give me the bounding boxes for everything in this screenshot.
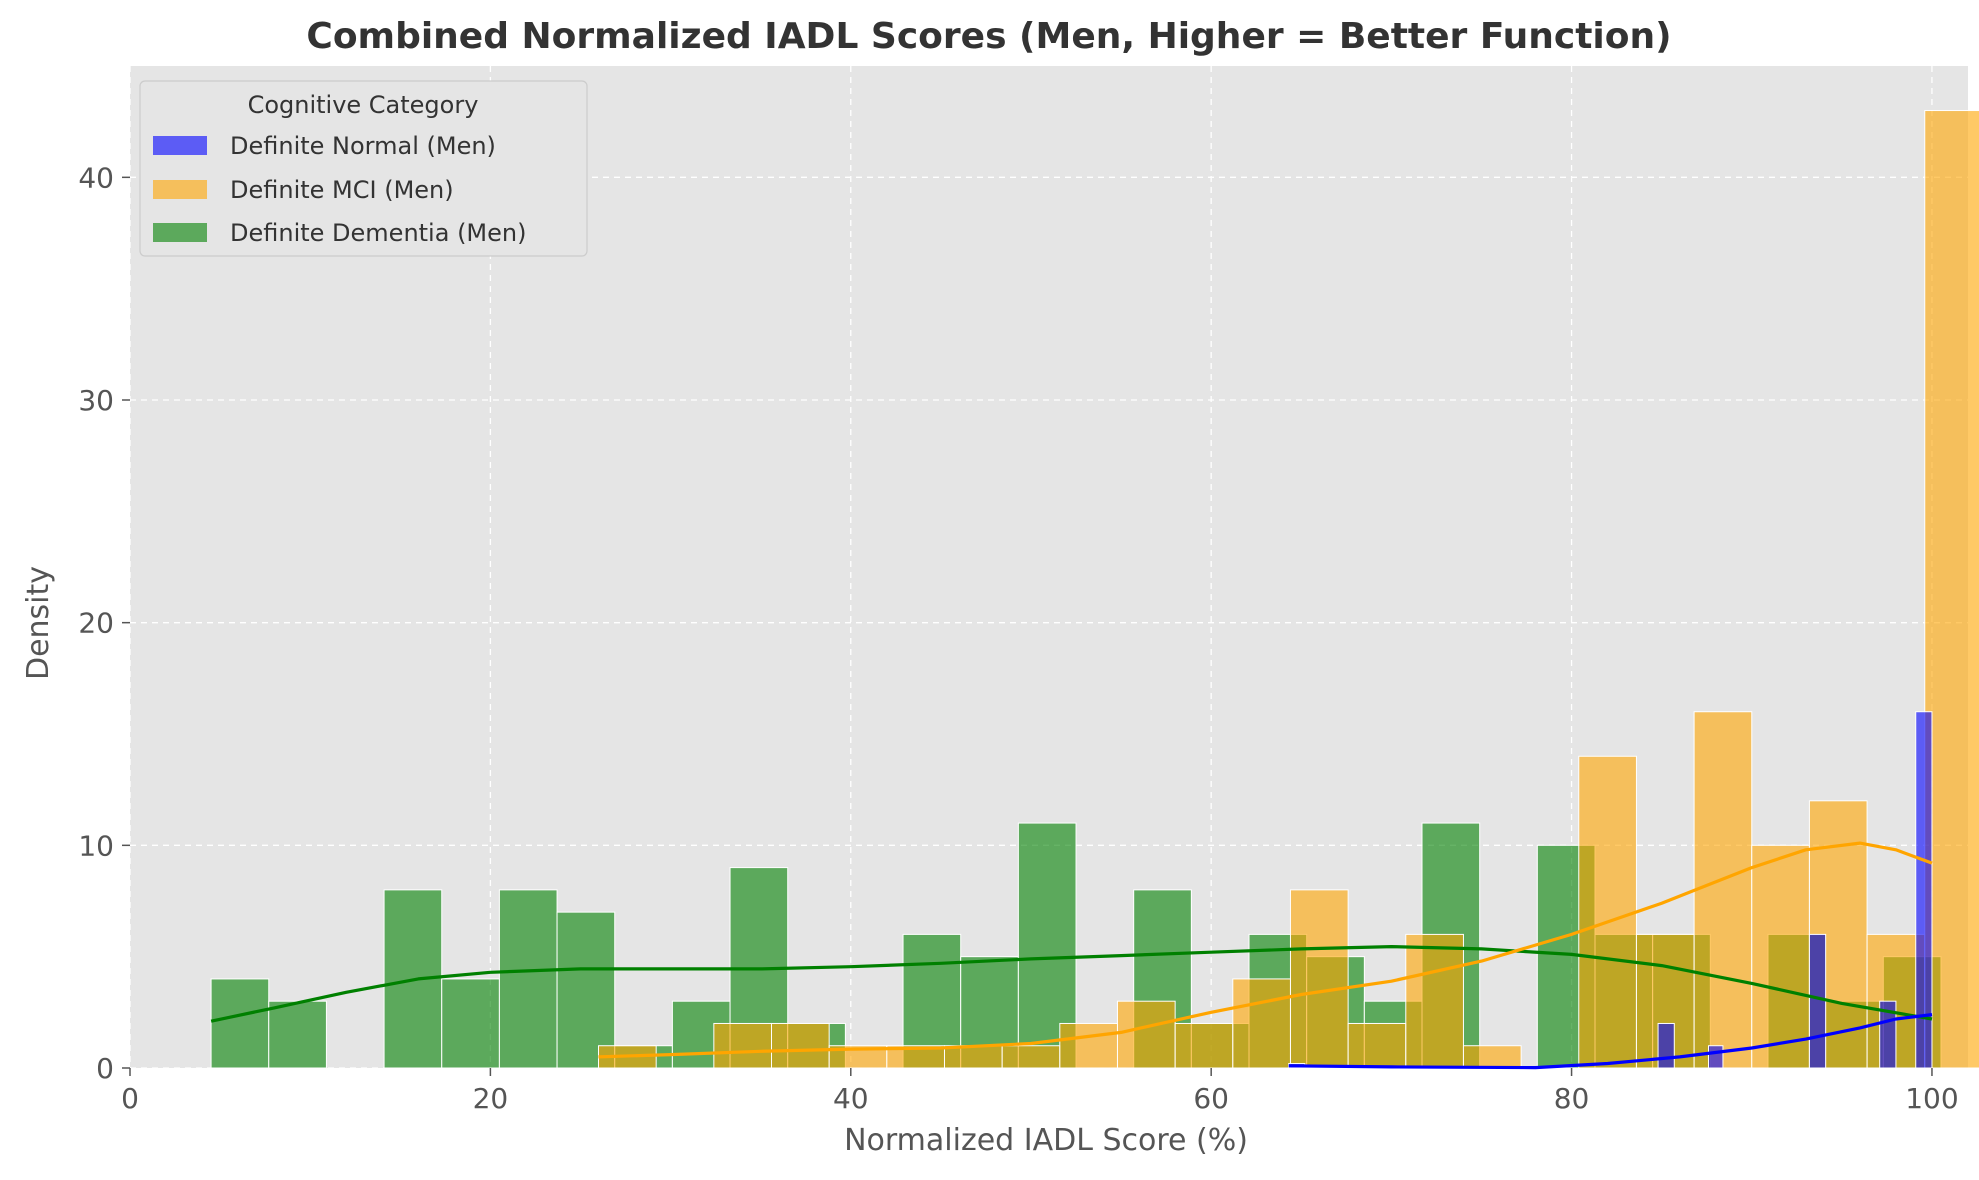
y-tick-label: 20 xyxy=(78,607,114,640)
bar-dementia xyxy=(441,978,500,1069)
bar-mci xyxy=(1232,978,1291,1069)
legend-label-dementia: Definite Dementia (Men) xyxy=(230,219,526,247)
y-tick-label: 10 xyxy=(78,829,114,862)
bar-dementia xyxy=(556,911,616,1069)
x-tick-label: 100 xyxy=(1905,1082,1958,1115)
y-axis-label: Density xyxy=(21,566,56,680)
axis-ticks: 0 20 40 60 80 100 0 10 20 30 40 xyxy=(78,161,1958,1115)
bar-mci xyxy=(1174,1022,1234,1069)
legend-box xyxy=(139,80,588,257)
x-tick-label: 40 xyxy=(833,1082,869,1115)
bar-normal xyxy=(1708,1045,1724,1069)
bar-normal xyxy=(1879,1000,1897,1069)
x-tick-label: 80 xyxy=(1554,1082,1590,1115)
bar-dementia xyxy=(210,978,270,1069)
bar-mci xyxy=(770,1022,830,1069)
bar-mci xyxy=(1405,933,1464,1069)
legend-swatch-mci xyxy=(153,180,207,199)
bar-normal xyxy=(1808,933,1827,1069)
kde-curves xyxy=(210,841,1933,1070)
legend-label-normal: Definite Normal (Men) xyxy=(230,132,496,160)
kde-line-mci xyxy=(598,841,1933,1059)
bar-mci xyxy=(1693,711,1753,1069)
bar-mci xyxy=(1001,1045,1061,1069)
bar-mci xyxy=(1289,889,1349,1069)
bar-normal xyxy=(1657,1022,1675,1069)
bar-dementia xyxy=(498,889,558,1069)
kde-line-normal xyxy=(1288,1013,1933,1070)
legend-swatch-normal xyxy=(153,136,207,155)
y-tick-label: 40 xyxy=(78,161,114,194)
legend-swatch-dementia xyxy=(153,223,207,242)
bar-mci xyxy=(1116,1000,1176,1069)
x-tick-label: 20 xyxy=(473,1082,509,1115)
gridlines xyxy=(129,66,1968,1069)
bar-mci xyxy=(1578,755,1637,1069)
kde-line-dementia xyxy=(210,945,1933,1023)
bar-mci xyxy=(1751,844,1810,1069)
bar-mci xyxy=(713,1022,772,1069)
y-tick-label: 30 xyxy=(78,384,114,417)
bar-mci xyxy=(1924,110,1979,1069)
y-tick-label: 0 xyxy=(96,1052,114,1085)
bar-mci xyxy=(943,1045,1003,1069)
legend-label-mci: Definite MCI (Men) xyxy=(230,176,454,204)
x-axis-label: Normalized IADL Score (%) xyxy=(844,1123,1248,1158)
x-tick-label: 0 xyxy=(121,1082,139,1115)
x-tick-label: 60 xyxy=(1193,1082,1229,1115)
bar-dementia xyxy=(268,1000,327,1069)
legend-title: Cognitive Category xyxy=(248,91,479,119)
bar-normal xyxy=(1915,711,1933,1069)
bar-mci xyxy=(1347,1022,1407,1069)
bar-mci xyxy=(1462,1045,1522,1069)
bar-mci xyxy=(1059,1022,1118,1069)
chart-title: Combined Normalized IADL Scores (Men, Hi… xyxy=(306,16,1671,57)
legend: Cognitive Category Definite Normal (Men)… xyxy=(139,80,588,257)
